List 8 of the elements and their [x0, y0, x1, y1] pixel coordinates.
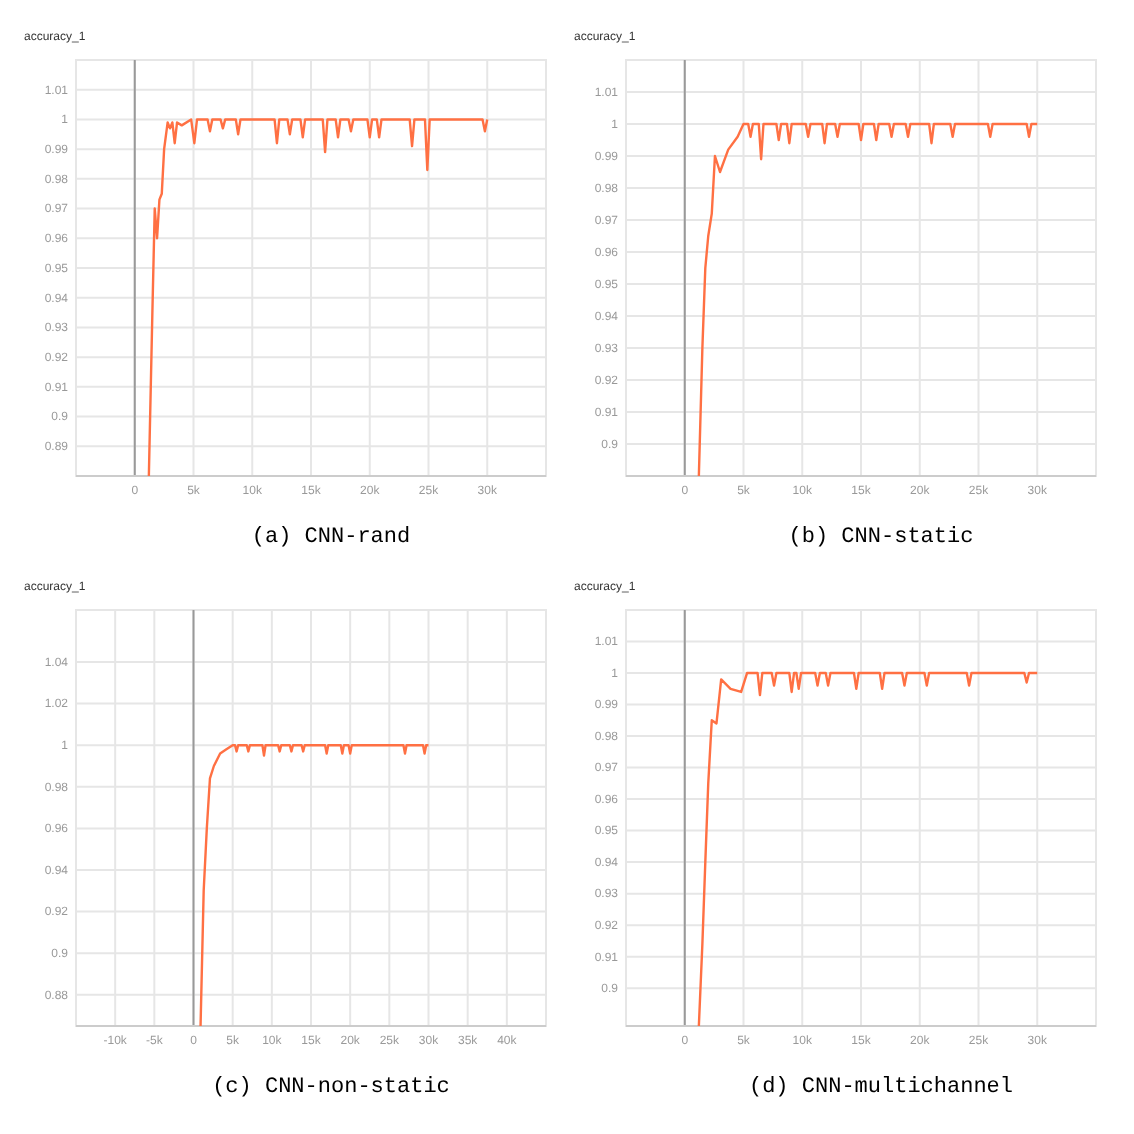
line-series [199, 744, 430, 1026]
line-series [697, 122, 1039, 476]
text: (c) CNN-non-static [212, 1076, 450, 1100]
text: (a) CNN-rand [251, 526, 411, 550]
line-series [147, 118, 489, 476]
line-series [697, 671, 1039, 1026]
text: (b) CNN-static [788, 526, 974, 550]
text: (d) CNN-multichannel [748, 1076, 1014, 1100]
